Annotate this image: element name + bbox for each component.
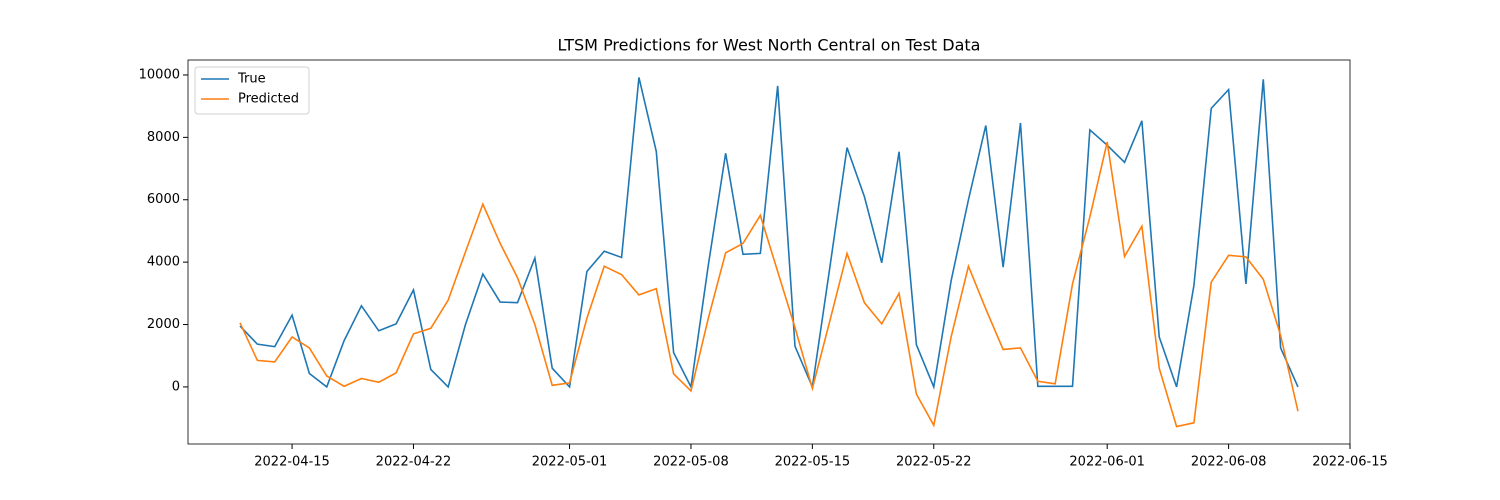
legend-label: True (237, 72, 266, 87)
x-tick-label: 2022-05-08 (653, 455, 729, 470)
y-tick-label: 10000 (139, 67, 180, 82)
legend-label: Predicted (238, 92, 299, 107)
y-tick-label: 2000 (147, 317, 180, 332)
x-tick-label: 2022-06-08 (1191, 455, 1267, 470)
series-line (239, 77, 1299, 390)
y-tick-label: 0 (172, 379, 180, 394)
x-tick-label: 2022-06-01 (1069, 455, 1145, 470)
x-tick-label: 2022-04-22 (376, 455, 452, 470)
x-tick-label: 2022-04-15 (254, 455, 330, 470)
x-tick-label: 2022-06-15 (1312, 455, 1388, 470)
x-tick-label: 2022-05-01 (532, 455, 608, 470)
y-tick-label: 6000 (147, 192, 180, 207)
plot-frame (187, 59, 1351, 445)
legend: True Predicted (194, 66, 310, 115)
y-tick-label: 4000 (147, 255, 180, 270)
y-tick-label: 8000 (147, 130, 180, 145)
series-line (239, 141, 1299, 428)
x-tick-label: 2022-05-15 (775, 455, 851, 470)
x-tick-label: 2022-05-22 (896, 455, 972, 470)
chart-title: LTSM Predictions for West North Central … (558, 36, 981, 55)
